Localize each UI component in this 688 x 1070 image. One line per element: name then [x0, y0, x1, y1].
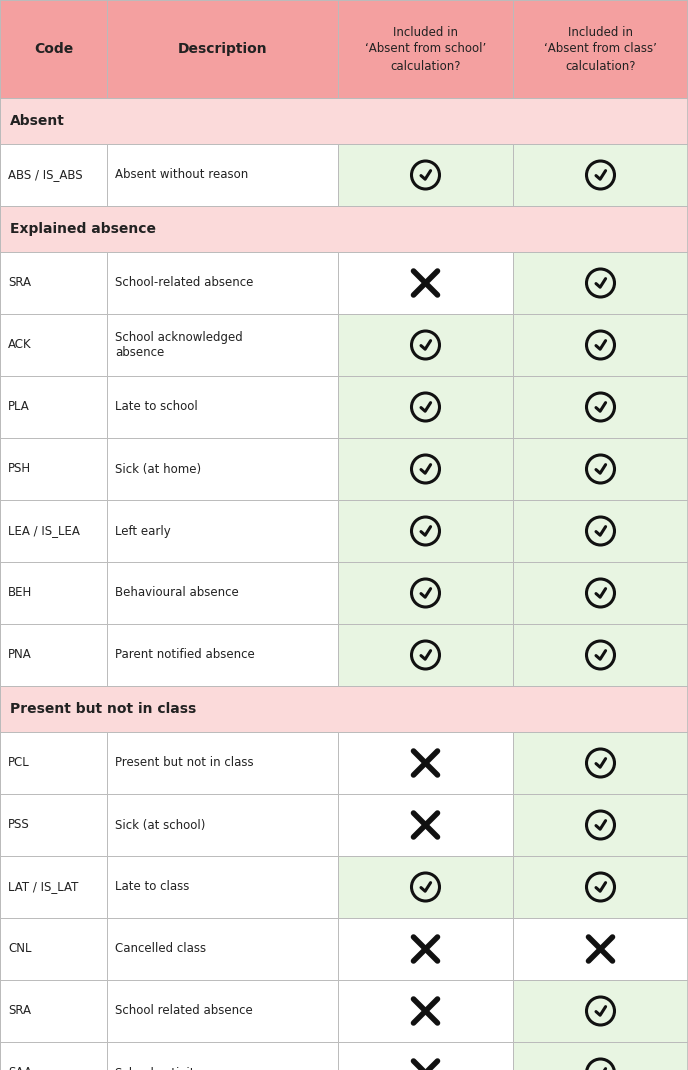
Text: Included in
‘Absent from class’
calculation?: Included in ‘Absent from class’ calculat…: [544, 26, 657, 73]
Bar: [513, 918, 688, 980]
Bar: [338, 980, 513, 1042]
Bar: [338, 918, 513, 980]
Bar: [513, 144, 688, 207]
Bar: [0, 1042, 107, 1070]
Bar: [338, 562, 513, 624]
Text: Included in
‘Absent from school’
calculation?: Included in ‘Absent from school’ calcula…: [365, 26, 486, 73]
Text: Late to school: Late to school: [115, 400, 197, 413]
Text: Left early: Left early: [115, 524, 171, 537]
Text: School activity: School activity: [115, 1067, 202, 1070]
Bar: [107, 376, 338, 438]
Bar: [338, 253, 513, 314]
Text: ABS / IS_ABS: ABS / IS_ABS: [8, 168, 83, 182]
Bar: [513, 500, 688, 562]
Bar: [107, 794, 338, 856]
Bar: [107, 314, 338, 376]
Bar: [107, 144, 338, 207]
Bar: [0, 980, 107, 1042]
Text: PNA: PNA: [8, 648, 32, 661]
Bar: [107, 438, 338, 500]
Text: Explained absence: Explained absence: [10, 221, 156, 236]
Bar: [107, 253, 338, 314]
Bar: [107, 624, 338, 686]
Text: SRA: SRA: [8, 1005, 31, 1018]
Bar: [338, 856, 513, 918]
Bar: [513, 980, 688, 1042]
Text: School-related absence: School-related absence: [115, 276, 253, 290]
Bar: [513, 562, 688, 624]
Bar: [513, 0, 688, 98]
Bar: [0, 856, 107, 918]
Text: Present but not in class: Present but not in class: [10, 702, 196, 716]
Text: Late to class: Late to class: [115, 881, 189, 893]
Bar: [0, 376, 107, 438]
Bar: [338, 144, 513, 207]
Bar: [513, 1042, 688, 1070]
Text: Absent: Absent: [10, 114, 65, 128]
Bar: [513, 314, 688, 376]
Text: PSH: PSH: [8, 462, 31, 475]
Text: PCL: PCL: [8, 756, 30, 769]
Bar: [513, 856, 688, 918]
Text: Description: Description: [178, 42, 268, 56]
Bar: [107, 0, 338, 98]
Text: LAT / IS_LAT: LAT / IS_LAT: [8, 881, 78, 893]
Text: BEH: BEH: [8, 586, 32, 599]
Bar: [0, 98, 688, 144]
Text: Sick (at school): Sick (at school): [115, 819, 206, 831]
Bar: [338, 732, 513, 794]
Text: Parent notified absence: Parent notified absence: [115, 648, 255, 661]
Text: Absent without reason: Absent without reason: [115, 168, 248, 182]
Bar: [0, 794, 107, 856]
Bar: [338, 1042, 513, 1070]
Text: Behavioural absence: Behavioural absence: [115, 586, 239, 599]
Bar: [0, 438, 107, 500]
Bar: [513, 253, 688, 314]
Bar: [513, 438, 688, 500]
Bar: [0, 314, 107, 376]
Text: CNL: CNL: [8, 943, 32, 956]
Text: Cancelled class: Cancelled class: [115, 943, 206, 956]
Bar: [513, 624, 688, 686]
Bar: [0, 624, 107, 686]
Text: Sick (at home): Sick (at home): [115, 462, 201, 475]
Bar: [0, 207, 688, 253]
Text: Present but not in class: Present but not in class: [115, 756, 254, 769]
Text: PLA: PLA: [8, 400, 30, 413]
Bar: [338, 500, 513, 562]
Text: Code: Code: [34, 42, 73, 56]
Text: PSS: PSS: [8, 819, 30, 831]
Bar: [338, 624, 513, 686]
Bar: [338, 0, 513, 98]
Bar: [338, 376, 513, 438]
Bar: [0, 500, 107, 562]
Bar: [338, 314, 513, 376]
Text: SAA: SAA: [8, 1067, 32, 1070]
Bar: [0, 686, 688, 732]
Bar: [0, 562, 107, 624]
Bar: [0, 918, 107, 980]
Bar: [0, 253, 107, 314]
Text: School related absence: School related absence: [115, 1005, 252, 1018]
Text: ACK: ACK: [8, 338, 32, 352]
Text: SRA: SRA: [8, 276, 31, 290]
Bar: [0, 144, 107, 207]
Bar: [107, 1042, 338, 1070]
Text: LEA / IS_LEA: LEA / IS_LEA: [8, 524, 80, 537]
Text: School acknowledged
absence: School acknowledged absence: [115, 331, 243, 360]
Bar: [107, 562, 338, 624]
Bar: [513, 794, 688, 856]
Bar: [0, 732, 107, 794]
Bar: [107, 980, 338, 1042]
Bar: [338, 438, 513, 500]
Bar: [338, 794, 513, 856]
Bar: [0, 0, 107, 98]
Bar: [107, 732, 338, 794]
Bar: [107, 500, 338, 562]
Bar: [513, 376, 688, 438]
Bar: [107, 918, 338, 980]
Bar: [107, 856, 338, 918]
Bar: [513, 732, 688, 794]
